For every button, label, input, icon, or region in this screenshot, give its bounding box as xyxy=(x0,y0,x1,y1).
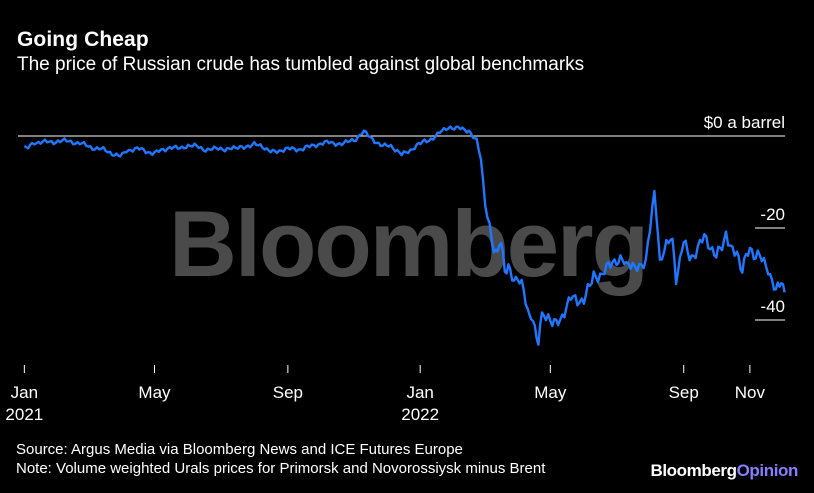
brand-accent: Opinion xyxy=(736,461,799,480)
series-line xyxy=(23,125,786,346)
method-note: Note: Volume weighted Urals prices for P… xyxy=(16,460,546,477)
watermark: Bloomberg xyxy=(169,191,647,296)
x-tick-year: 2021 xyxy=(5,405,43,424)
x-tick-label: Sep xyxy=(273,383,303,402)
x-tick-label: Jan xyxy=(11,383,38,402)
y-tick-label: -20 xyxy=(760,205,785,224)
series-layer xyxy=(23,125,786,346)
x-tick-label: May xyxy=(534,383,567,402)
x-tick-label: Nov xyxy=(735,383,766,402)
chart-title: Going Cheap xyxy=(17,28,149,51)
y-tick-label: -40 xyxy=(760,297,785,316)
x-tick-year: 2022 xyxy=(401,405,439,424)
x-tick-label: Sep xyxy=(669,383,699,402)
chart-subtitle: The price of Russian crude has tumbled a… xyxy=(17,54,585,75)
brand-logo: BloombergOpinion xyxy=(650,461,798,481)
x-tick-label: Jan xyxy=(406,383,433,402)
brand-name: Bloomberg xyxy=(650,461,737,480)
y-tick-label: $0 a barrel xyxy=(704,113,785,132)
source-note: Source: Argus Media via Bloomberg News a… xyxy=(16,441,463,458)
chart-axes: $0 a barrel -20 -40 Jan 2021 May Sep Jan 2022 May… xyxy=(5,113,785,424)
x-tick-label: May xyxy=(138,383,171,402)
